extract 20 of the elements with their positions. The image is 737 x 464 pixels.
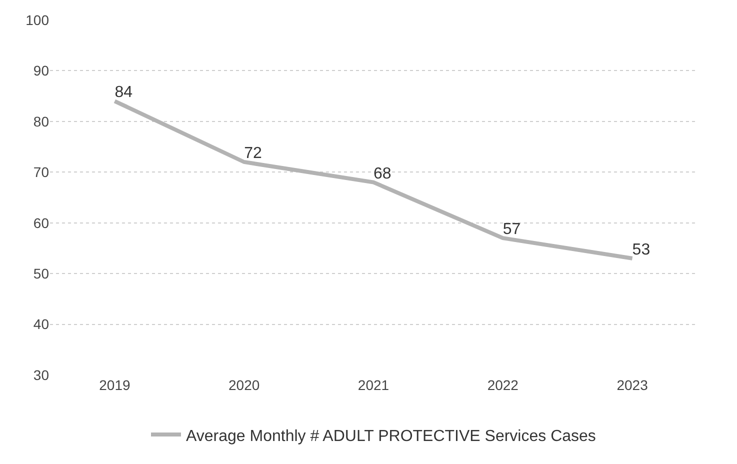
y-tick-label: 40 [33, 316, 50, 332]
data-label: 84 [114, 84, 133, 102]
y-tick-label: 70 [33, 164, 50, 180]
x-tick-label: 2020 [228, 377, 260, 393]
y-tick-label: 50 [33, 265, 50, 282]
data-label: 57 [502, 221, 521, 238]
x-tick-label: 2022 [487, 377, 519, 393]
data-label: 68 [374, 165, 392, 182]
legend-label: Average Monthly # ADULT PROTECTIVE Services Cases [186, 428, 596, 445]
y-tick-label: 90 [33, 62, 50, 79]
y-tick-label: 100 [26, 12, 50, 28]
line-series [112, 99, 634, 260]
x-tick-label: 2019 [99, 377, 130, 393]
y-tick-label: 60 [33, 214, 50, 231]
y-tick-label: 80 [33, 113, 50, 130]
y-tick-label: 30 [33, 366, 50, 383]
data-label: 72 [244, 145, 262, 162]
x-tick-label: 2023 [616, 377, 648, 393]
data-label: 53 [632, 241, 650, 258]
x-tick-label: 2021 [358, 377, 390, 393]
